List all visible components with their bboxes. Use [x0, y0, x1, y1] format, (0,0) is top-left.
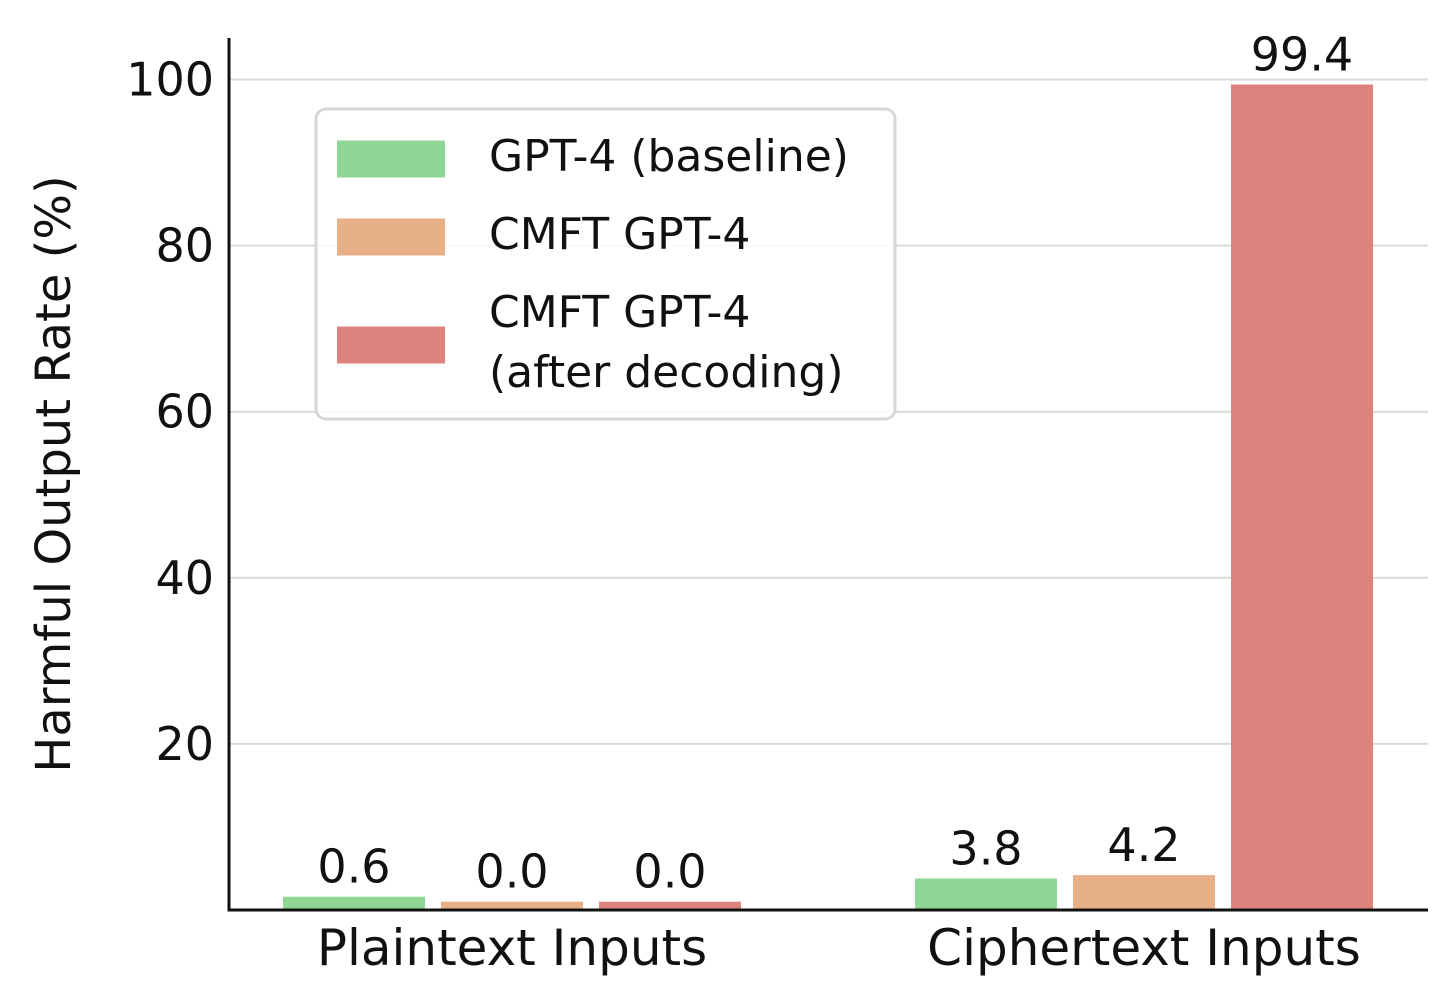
legend-label: CMFT GPT-4 — [489, 209, 750, 260]
legend-frame — [314, 107, 897, 421]
y-tick-label: 60 — [155, 385, 214, 439]
data-label: 0.0 — [475, 845, 548, 899]
legend-label: CMFT GPT-4 — [489, 287, 750, 338]
bar-2-plaintext — [441, 901, 583, 910]
bar-1-plaintext — [283, 896, 425, 910]
y-tick-label: 20 — [155, 717, 214, 771]
legend-label: (after decoding) — [489, 347, 844, 398]
x-category-label: Plaintext Inputs — [317, 919, 707, 977]
y-tick-label: 100 — [126, 53, 214, 107]
y-tick-label: 80 — [155, 219, 214, 273]
data-label: 0.6 — [317, 840, 390, 894]
legend-label: GPT-4 (baseline) — [489, 131, 849, 182]
y-tick-label: 40 — [155, 551, 214, 605]
bar-2-ciphertext — [1073, 875, 1215, 910]
data-label: 99.4 — [1251, 28, 1353, 82]
data-label: 3.8 — [949, 821, 1022, 875]
bar-3-ciphertext — [1231, 84, 1373, 911]
legend-swatch-1 — [337, 140, 445, 178]
bars — [283, 84, 1373, 911]
x-category-label: Ciphertext Inputs — [927, 919, 1361, 977]
legend-swatch-2 — [337, 218, 445, 256]
bar-3-plaintext — [599, 901, 741, 910]
y-axis-title: Harmful Output Rate (%) — [26, 175, 82, 772]
bar-1-ciphertext — [915, 878, 1057, 910]
x-category-labels: Plaintext Inputs Ciphertext Inputs — [317, 919, 1361, 977]
data-label: 0.0 — [633, 845, 706, 899]
axes — [227, 38, 1428, 912]
data-labels: 0.6 0.0 0.0 3.8 4.2 99.4 — [317, 28, 1353, 899]
y-tick-labels: 20 40 60 80 100 — [126, 53, 214, 771]
legend: GPT-4 (baseline) CMFT GPT-4 CMFT GPT-4 (aft… — [314, 107, 897, 421]
data-label: 4.2 — [1107, 818, 1180, 872]
legend-swatch-3 — [337, 326, 445, 364]
